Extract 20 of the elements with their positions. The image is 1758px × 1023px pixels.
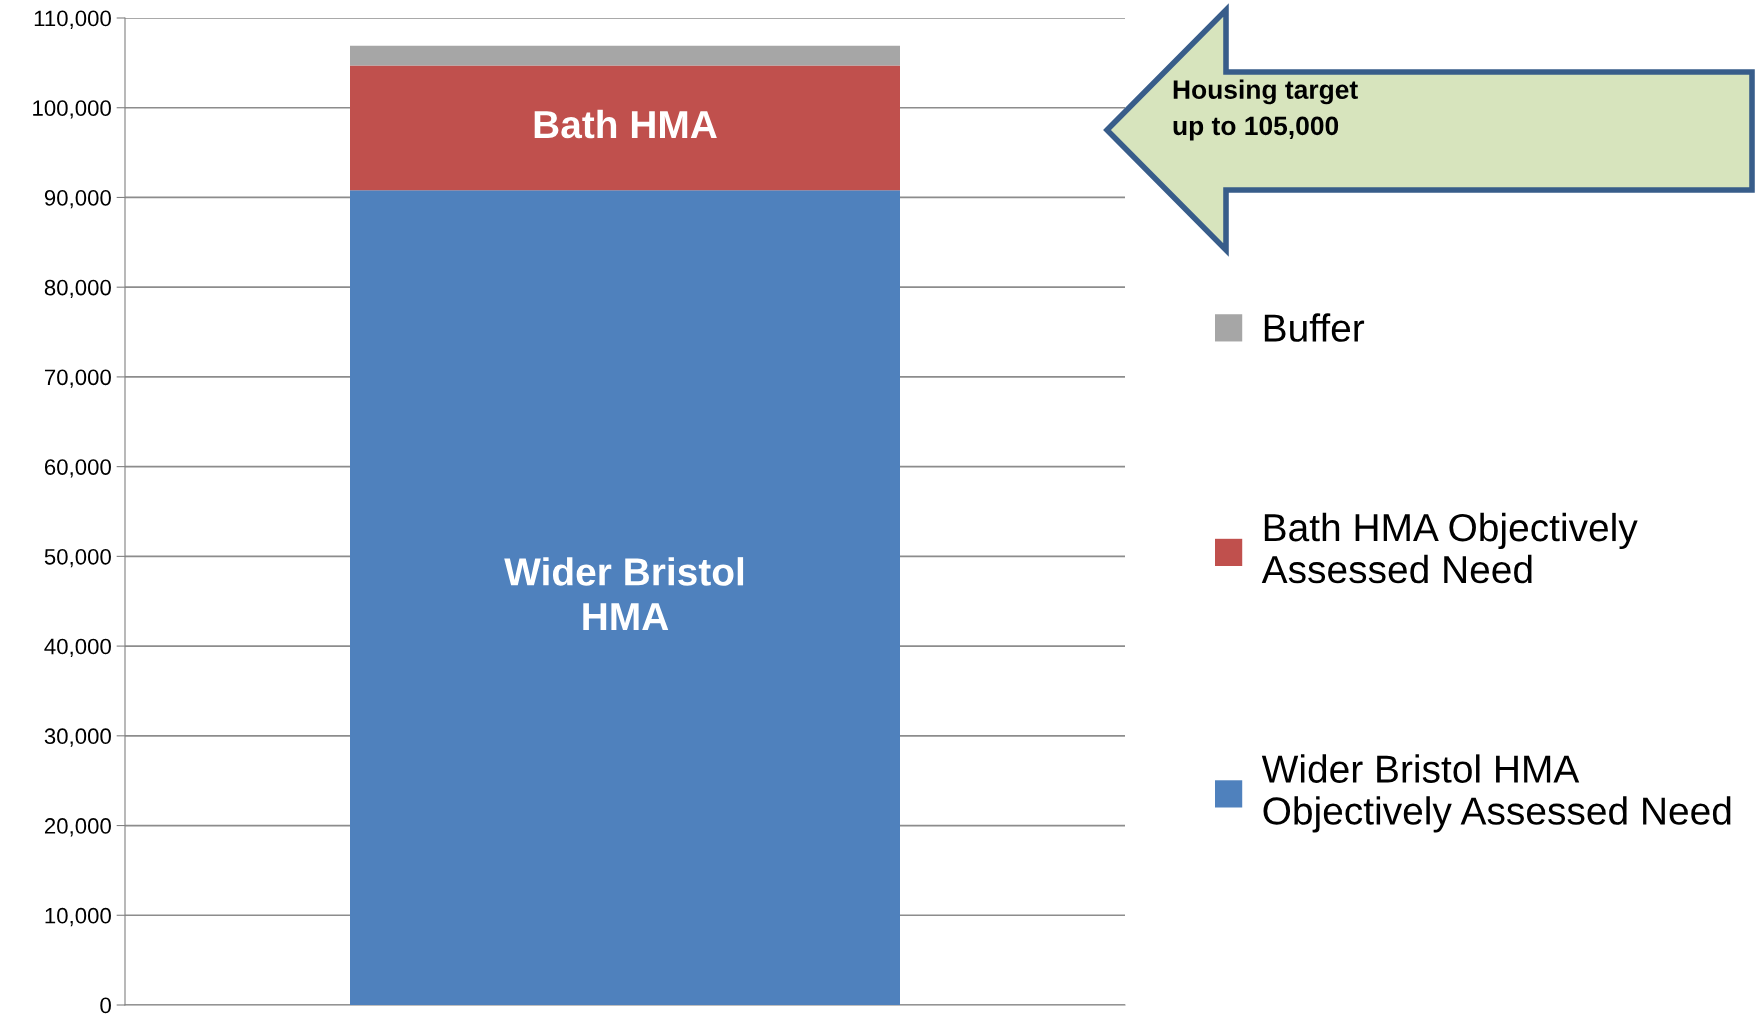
text: Housing target up to 105,000 [1173,79,1358,141]
y-tick-label: 110,000 [34,10,111,29]
y-tick-label: 80,000 [44,279,111,299]
y-tick-label: 0 [100,997,111,1014]
legend-label: Buffer [1264,313,1365,342]
y-tick-label: 60,000 [44,459,111,478]
y-tick-label: 90,000 [44,189,111,209]
y-tick-label: 10,000 [45,907,111,927]
y-tick-label: 40,000 [44,638,111,657]
annotation: Bath HMA [534,109,717,139]
y-tick-label: 70,000 [44,369,111,388]
legend-label: Wider Bristol HMA Objectively Assessed Need [1261,754,1731,833]
bar [350,65,900,191]
y-tick-label: 100,000 [33,100,111,119]
y-tick-label: 30,000 [44,728,111,747]
y-tick-label: 50,000 [44,548,111,568]
bar [350,45,900,66]
y-tick-label: 20,000 [44,818,111,837]
legend-label: Bath HMA Objectively Assessed Need [1261,512,1638,584]
annotation: Wider Bristol HMA [504,557,744,631]
